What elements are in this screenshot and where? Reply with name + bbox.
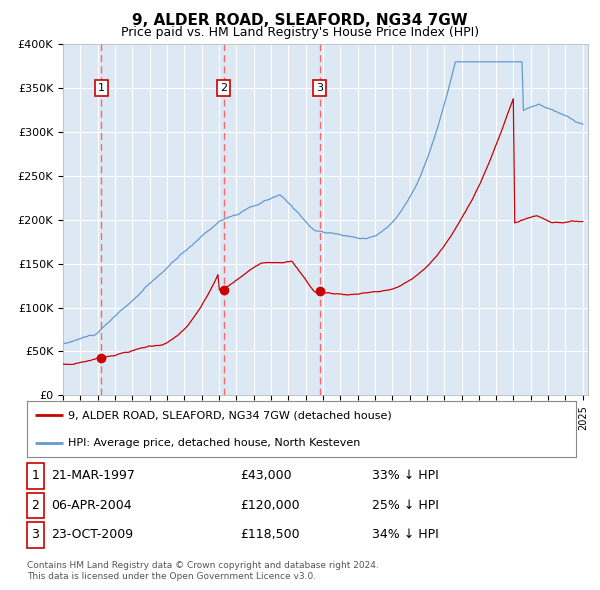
Text: 23-OCT-2009: 23-OCT-2009 (51, 528, 133, 542)
Text: £120,000: £120,000 (240, 499, 299, 512)
Text: HPI: Average price, detached house, North Kesteven: HPI: Average price, detached house, Nort… (68, 438, 361, 448)
Text: 9, ALDER ROAD, SLEAFORD, NG34 7GW: 9, ALDER ROAD, SLEAFORD, NG34 7GW (132, 13, 468, 28)
Text: 3: 3 (316, 83, 323, 93)
Text: 06-APR-2004: 06-APR-2004 (51, 499, 131, 512)
Text: 21-MAR-1997: 21-MAR-1997 (51, 469, 135, 483)
Text: 2: 2 (31, 499, 40, 512)
Text: 1: 1 (31, 469, 40, 483)
Text: 1: 1 (98, 83, 105, 93)
Text: £118,500: £118,500 (240, 528, 299, 542)
Text: 34% ↓ HPI: 34% ↓ HPI (372, 528, 439, 542)
Text: Price paid vs. HM Land Registry's House Price Index (HPI): Price paid vs. HM Land Registry's House … (121, 26, 479, 39)
Text: 25% ↓ HPI: 25% ↓ HPI (372, 499, 439, 512)
Text: £43,000: £43,000 (240, 469, 292, 483)
Text: 2: 2 (220, 83, 227, 93)
Text: 3: 3 (31, 528, 40, 542)
Text: 9, ALDER ROAD, SLEAFORD, NG34 7GW (detached house): 9, ALDER ROAD, SLEAFORD, NG34 7GW (detac… (68, 410, 392, 420)
Text: 33% ↓ HPI: 33% ↓ HPI (372, 469, 439, 483)
Text: Contains HM Land Registry data © Crown copyright and database right 2024.
This d: Contains HM Land Registry data © Crown c… (27, 562, 379, 581)
